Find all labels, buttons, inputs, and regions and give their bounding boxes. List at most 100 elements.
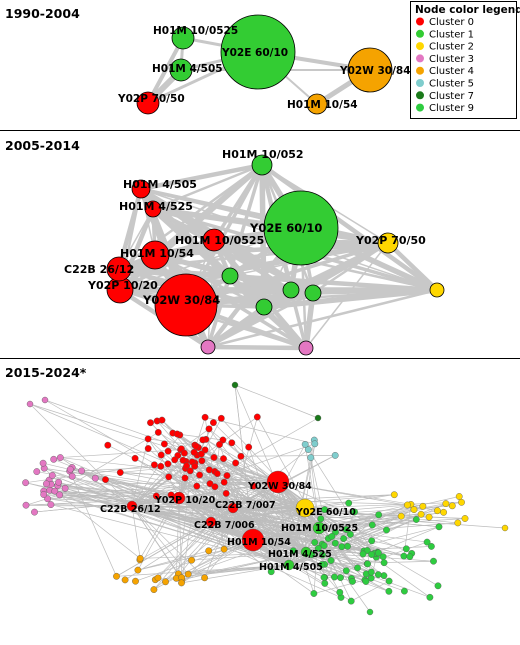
legend-item-label: Cluster 5	[429, 79, 474, 90]
network-node	[183, 462, 191, 470]
network-node	[131, 179, 151, 199]
network-node	[321, 506, 328, 513]
network-node	[164, 447, 172, 455]
network-node	[171, 456, 179, 464]
node-h01m-4-505	[169, 58, 193, 82]
network-node	[51, 487, 59, 495]
network-node	[209, 419, 217, 426]
network-node	[173, 430, 181, 438]
network-node	[426, 593, 434, 601]
node-label: C22B 26/12	[100, 504, 161, 515]
legend-swatch	[416, 29, 424, 38]
network-panel-2005-2014: H01M 10/052 H01M 4/505 H01M 4/525 Y02E 6…	[64, 148, 445, 356]
network-node	[417, 510, 425, 518]
network-node	[205, 547, 213, 555]
node-labels: H01M 10/052 H01M 4/505 H01M 4/525 Y02E 6…	[64, 148, 426, 307]
network-node	[314, 545, 322, 552]
network-node	[144, 445, 152, 452]
network-node	[320, 542, 328, 549]
network-node	[331, 451, 339, 459]
network-node	[220, 478, 228, 486]
node-label: C22B 7/007	[215, 500, 276, 511]
network-node	[425, 513, 433, 521]
network-node	[245, 443, 253, 451]
network-node	[210, 454, 218, 461]
node-label: H01M 10/54	[120, 247, 194, 260]
network-node	[298, 340, 314, 356]
node-labels: H01M 10/0525 Y02E 60/10 H01M 4/505 Y02W …	[117, 25, 411, 111]
network-node	[31, 508, 38, 516]
network-node	[26, 400, 34, 408]
network-node	[47, 501, 55, 508]
network-node	[349, 578, 356, 585]
network-node	[157, 462, 165, 470]
network-node	[253, 413, 261, 421]
network-node	[351, 508, 358, 516]
network-node	[255, 298, 273, 316]
node-label: H01M 10/0525	[281, 523, 358, 534]
node-label: Y02E 60/10	[295, 507, 356, 518]
network-node	[434, 582, 442, 590]
network-node	[186, 467, 194, 475]
node-label: H01M 10/54	[287, 99, 358, 111]
network-hub-node	[205, 516, 217, 528]
network-node	[448, 502, 456, 510]
node-y02w-30-84	[347, 47, 393, 93]
legend-swatch	[416, 54, 424, 63]
legend-item-label: Cluster 0	[429, 17, 474, 28]
network-hub-node	[266, 470, 290, 494]
network-node	[41, 396, 49, 404]
network-node	[113, 572, 120, 580]
network-node	[197, 450, 205, 458]
network-node	[375, 511, 383, 519]
network-node	[48, 471, 56, 479]
network-panel-1990-2004: H01M 10/0525 Y02E 60/10 H01M 4/505 Y02W …	[117, 14, 411, 115]
network-node	[154, 428, 162, 436]
network-node	[205, 425, 213, 433]
network-node	[201, 574, 209, 582]
network-node	[219, 436, 227, 444]
network-node	[191, 462, 199, 470]
node-label: Y02P 70/50	[355, 234, 426, 247]
network-node	[345, 499, 353, 507]
network-node	[368, 551, 375, 558]
network-node	[338, 543, 346, 551]
network-node	[317, 515, 325, 523]
legend-item-label: Cluster 2	[429, 42, 474, 53]
network-node	[66, 465, 74, 473]
network-node	[429, 282, 445, 298]
network-node	[184, 570, 192, 578]
network-node	[147, 419, 154, 427]
network-node	[213, 470, 221, 477]
network-hub-node	[227, 502, 239, 514]
network-node	[102, 476, 109, 483]
network-node	[136, 555, 144, 562]
network-node	[144, 435, 152, 443]
network-node	[327, 557, 335, 564]
network-node	[461, 515, 469, 522]
network-node	[220, 545, 228, 553]
network-node	[231, 381, 239, 389]
network-node	[121, 576, 129, 584]
network-node	[310, 590, 318, 597]
network-node	[160, 440, 168, 448]
network-node	[251, 154, 273, 176]
nodes	[136, 14, 393, 115]
network-node	[318, 561, 326, 568]
network-node	[164, 460, 172, 468]
network-node	[311, 539, 319, 546]
network-node	[217, 414, 225, 422]
network-node	[223, 472, 231, 479]
node-label: Y02W 30/84	[247, 481, 312, 492]
network-node	[228, 439, 236, 447]
network-node	[199, 436, 207, 444]
network-node	[320, 574, 328, 581]
node-label: Y02P 10/20	[87, 279, 158, 292]
network-node	[397, 512, 405, 520]
node-label: H01M 4/505	[259, 562, 323, 573]
network-node	[342, 567, 350, 575]
network-node	[402, 545, 410, 553]
network-node	[220, 455, 227, 462]
edges	[25, 384, 506, 613]
network-node	[39, 459, 47, 467]
